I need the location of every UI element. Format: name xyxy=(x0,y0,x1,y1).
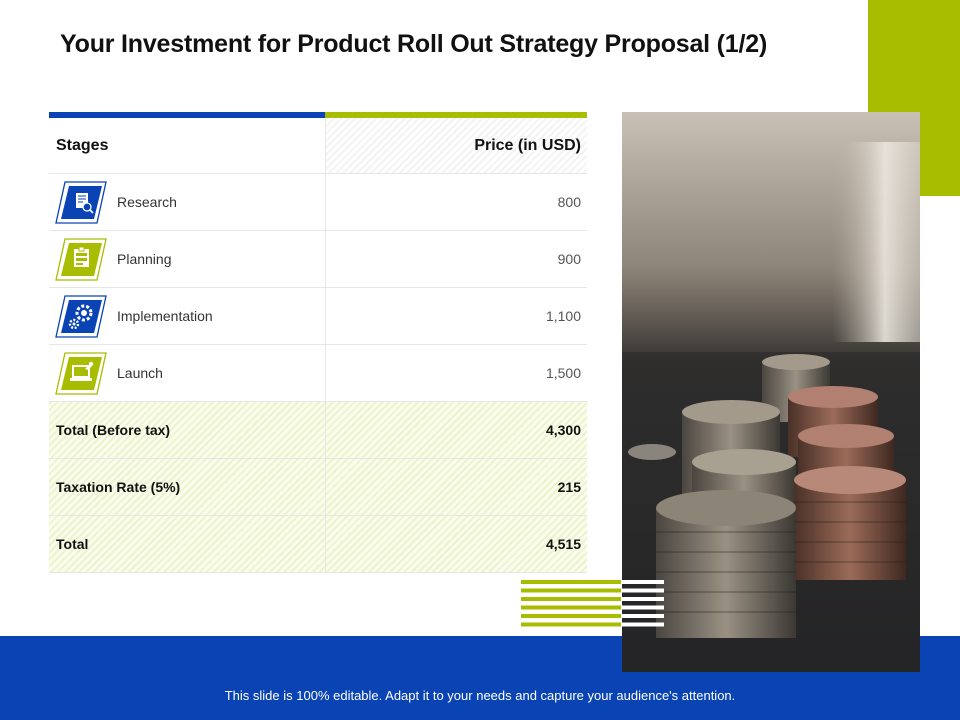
stage-label: Launch xyxy=(117,365,163,381)
header-stages: Stages xyxy=(56,136,109,154)
summary-label: Total (Before tax) xyxy=(56,422,171,438)
stage-label: Planning xyxy=(117,251,172,267)
table-top-border xyxy=(49,112,587,118)
summary-value: 4,515 xyxy=(545,536,581,552)
slide-title: Your Investment for Product Roll Out Str… xyxy=(60,30,768,58)
summary-value: 215 xyxy=(557,479,581,495)
price-value: 1,100 xyxy=(545,308,581,324)
stage-label: Implementation xyxy=(117,308,213,324)
summary-label: Taxation Rate (5%) xyxy=(56,479,181,495)
table-header-row: Stages Price (in USD) xyxy=(49,118,587,174)
table-row: Launch 1,500 xyxy=(49,345,587,402)
price-value: 900 xyxy=(557,251,581,267)
summary-value: 4,300 xyxy=(545,422,581,438)
header-price: Price (in USD) xyxy=(474,136,581,154)
summary-row-total: Total 4,515 xyxy=(49,516,587,573)
table-row: Planning 900 xyxy=(49,231,587,288)
summary-row-before-tax: Total (Before tax) 4,300 xyxy=(49,402,587,459)
summary-label: Total xyxy=(56,536,89,552)
planning-board-icon xyxy=(55,238,107,281)
research-doc-icon xyxy=(55,181,107,224)
footer-text: This slide is 100% editable. Adapt it to… xyxy=(224,688,736,703)
coins-photo xyxy=(622,112,920,672)
investment-table: Stages Price (in USD) Research xyxy=(49,112,587,573)
laptop-launch-icon xyxy=(55,352,107,395)
stripe-decoration xyxy=(521,580,664,628)
table-row: Research 800 xyxy=(49,174,587,231)
table-row: Implementation 1,100 xyxy=(49,288,587,345)
price-value: 800 xyxy=(557,194,581,210)
stage-label: Research xyxy=(117,194,177,210)
summary-row-tax: Taxation Rate (5%) 215 xyxy=(49,459,587,516)
gears-icon xyxy=(55,295,107,338)
price-value: 1,500 xyxy=(545,365,581,381)
